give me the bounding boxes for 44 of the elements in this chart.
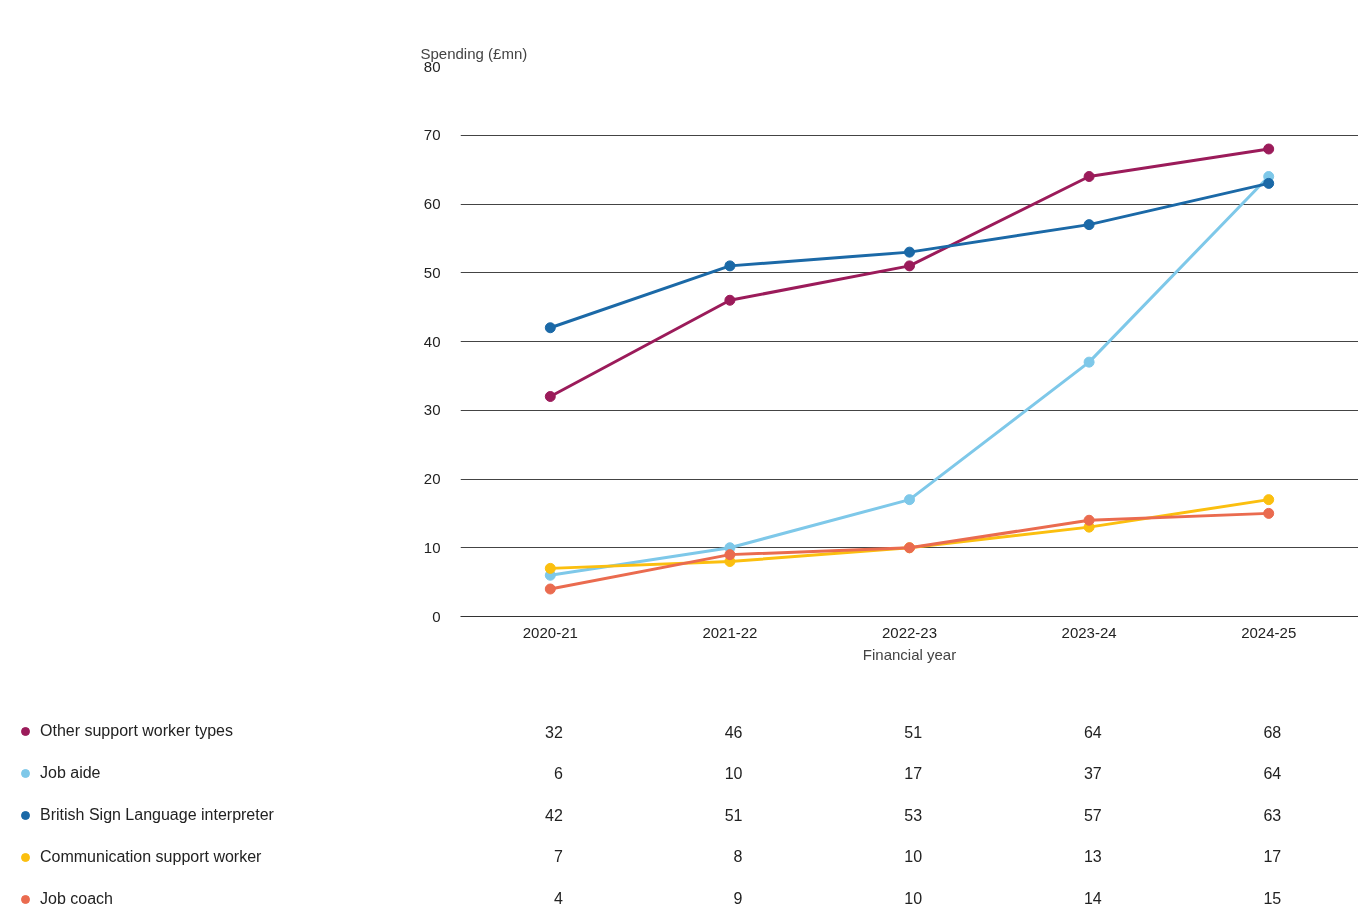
data-label: 17 [1263, 848, 1282, 865]
data-label: 17 [904, 765, 923, 782]
x-tick-label: 2024-25 [1241, 623, 1297, 641]
data-label: 4 [553, 889, 563, 906]
x-tick-label: 2021-22 [702, 623, 758, 641]
data-label: 32 [545, 723, 563, 741]
data-label: 10 [724, 765, 743, 782]
data-label: 64 [1263, 765, 1282, 782]
data-label: 64 [1083, 723, 1102, 741]
y-tick-label: 10 [423, 538, 441, 556]
legend-label: Other support worker types [40, 720, 233, 741]
x-tick-label: 2022-23 [881, 623, 938, 641]
data-label: 63 [1263, 806, 1282, 824]
data-label: 6 [553, 765, 563, 782]
y-tick-label: 60 [423, 195, 441, 212]
data-label: 57 [1083, 806, 1102, 824]
data-label: 42 [545, 806, 563, 824]
data-label: 46 [724, 723, 743, 741]
data-label: 10 [904, 889, 923, 906]
x-tick-label: 2023-24 [1061, 623, 1117, 641]
y-tick-label: 50 [423, 263, 441, 281]
data-label: 14 [1083, 889, 1102, 906]
data-label: 13 [1083, 848, 1102, 865]
y-tick-label: 0 [432, 607, 441, 625]
x-axis-title: Financial year [862, 645, 957, 663]
x-tick-label: 2020-21 [522, 623, 578, 641]
y-tick-label: 30 [423, 401, 441, 419]
data-label: 68 [1263, 723, 1282, 741]
data-label: 51 [724, 806, 743, 824]
data-label: 37 [1083, 765, 1102, 782]
y-tick-label: 70 [423, 126, 441, 144]
data-label: 51 [904, 723, 923, 741]
data-label: 10 [904, 848, 923, 865]
legend-label: Job aide [40, 762, 101, 783]
data-label: 53 [904, 806, 923, 824]
data-label: 9 [733, 889, 743, 906]
data-label: 7 [553, 848, 563, 865]
legend-label: Communication support worker [40, 846, 262, 867]
y-tick-label: 20 [423, 470, 441, 487]
data-label: 15 [1263, 889, 1282, 906]
legend-label: Job coach [40, 888, 113, 906]
legend-label: British Sign Language interpreter [40, 804, 274, 825]
data-label: 8 [733, 848, 743, 865]
y-tick-label: 40 [423, 332, 441, 350]
